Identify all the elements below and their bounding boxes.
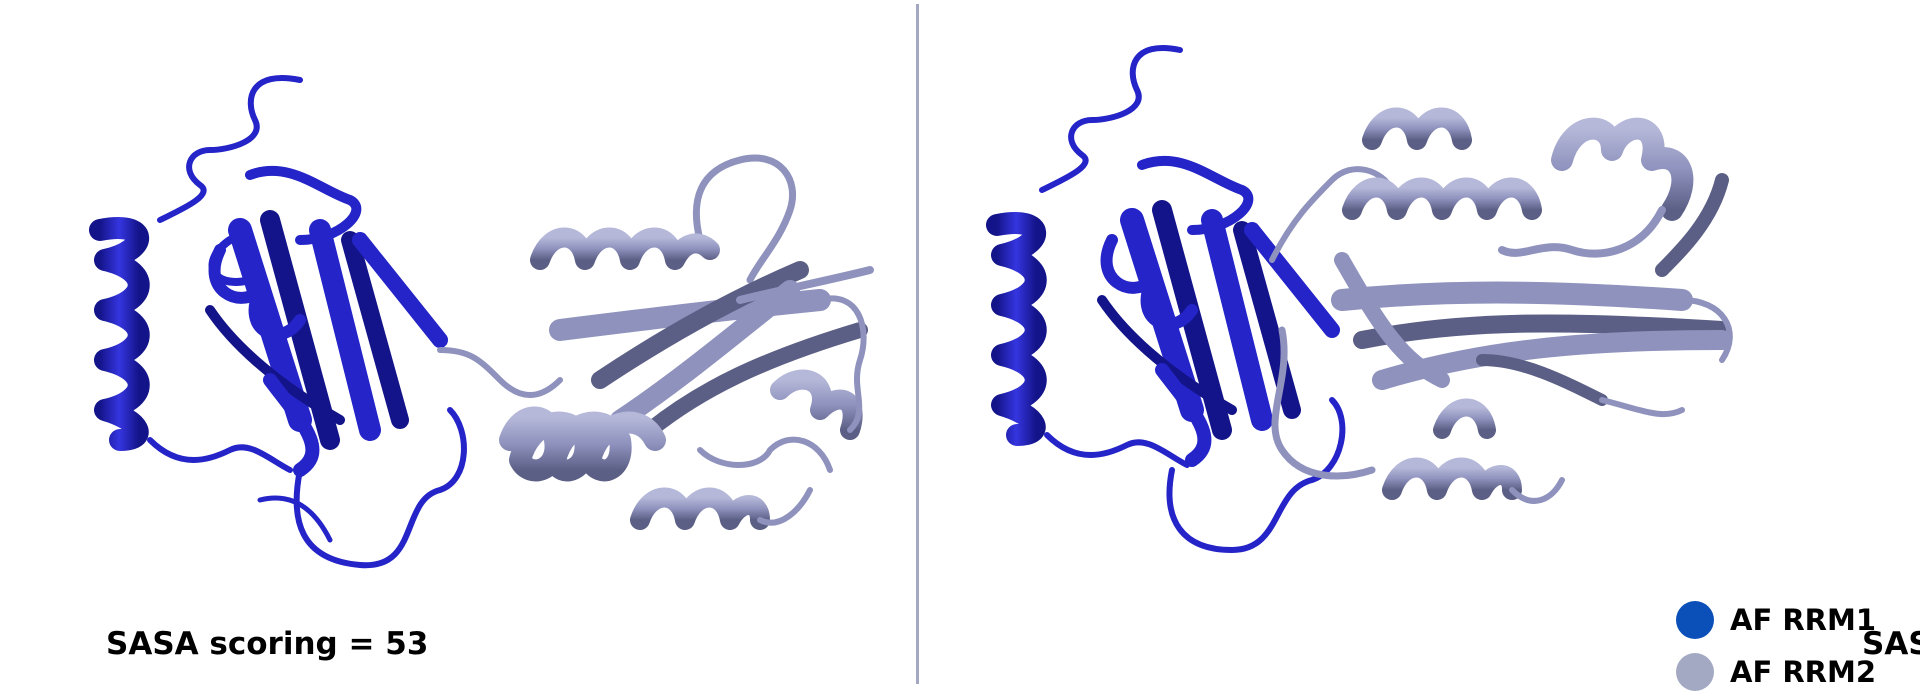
right-structure-panel: SASA scoring = 60: [922, 0, 1920, 689]
sasa-score-label: SASA scoring = 60: [1862, 626, 1920, 662]
legend-label-rrm2: AF RRM2: [1730, 655, 1877, 689]
legend-item-rrm2: AF RRM2: [1676, 646, 1876, 698]
rrm1-domain-right: [986, 45, 1346, 553]
rrm2-domain-left: [499, 154, 874, 530]
sasa-score-label: SASA scoring = 53: [106, 626, 429, 662]
protein-ribbon-structure-right: [986, 45, 1733, 553]
left-structure-panel: SASA scoring = 53: [0, 0, 918, 689]
panel-divider: [916, 4, 919, 684]
rrm2-domain-right: [1269, 107, 1733, 504]
legend: AF RRM1 AF RRM2: [1676, 594, 1876, 698]
legend-swatch-rrm1: [1676, 601, 1714, 639]
legend-label-rrm1: AF RRM1: [1730, 603, 1877, 637]
protein-ribbon-structure-left: [89, 75, 874, 569]
rrm1-domain-left: [89, 75, 467, 569]
legend-swatch-rrm2: [1676, 653, 1714, 691]
legend-item-rrm1: AF RRM1: [1676, 594, 1876, 646]
